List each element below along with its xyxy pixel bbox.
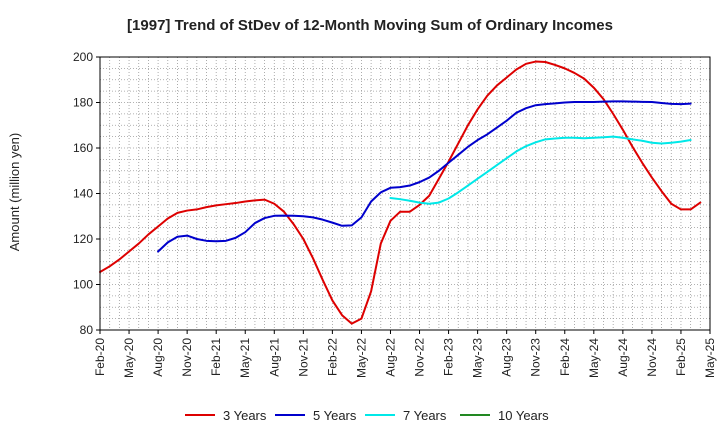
y-tick-label: 200 [73, 50, 93, 64]
series-line-7-years [389, 135, 692, 205]
x-axis: Feb-20 May-20 Aug-20 Nov-20 Feb-21 May-21 Aug-… [93, 330, 717, 378]
x-tick-label: May-21 [238, 338, 252, 378]
x-tick-label: Nov-22 [413, 338, 427, 377]
x-tick-label: Feb-23 [442, 338, 456, 376]
legend-label-5-years: 5 Years [313, 408, 357, 423]
x-tick-label: Aug-20 [151, 338, 165, 377]
x-tick-label: Nov-20 [180, 338, 194, 377]
series-layer [99, 60, 702, 325]
x-tick-label: May-25 [703, 338, 717, 378]
series-line-3-years [99, 60, 702, 325]
y-axis-label: Amount (million yen) [7, 133, 22, 252]
y-tick-label: 100 [73, 278, 93, 292]
plot-frame [99, 56, 711, 331]
x-tick-label: Feb-24 [558, 338, 572, 376]
legend-label-7-years: 7 Years [403, 408, 447, 423]
x-tick-label: Nov-24 [645, 338, 659, 377]
x-tick-label: Aug-22 [383, 338, 397, 377]
y-tick-label: 120 [73, 232, 93, 246]
legend: 3 Years 5 Years 7 Years 10 Years [185, 408, 549, 423]
x-tick-label: May-20 [122, 338, 136, 378]
x-tick-label: May-24 [587, 338, 601, 378]
legend-label-10-years: 10 Years [498, 408, 549, 423]
legend-label-3-years: 3 Years [223, 408, 267, 423]
x-tick-label: May-22 [354, 338, 368, 378]
x-tick-label: Feb-25 [674, 338, 688, 376]
x-tick-label: May-23 [471, 338, 485, 378]
y-tick-label: 140 [73, 187, 93, 201]
y-tick-label: 180 [73, 96, 93, 110]
chart-title: [1997] Trend of StDev of 12-Month Moving… [127, 17, 613, 34]
x-tick-label: Feb-21 [209, 338, 223, 376]
y-axis: 80 100 120 140 160 180 200 [73, 50, 100, 337]
series-line-5-years [157, 100, 692, 253]
x-tick-label: Feb-20 [93, 338, 107, 376]
x-tick-label: Aug-21 [267, 338, 281, 377]
x-tick-label: Feb-22 [325, 338, 339, 376]
x-tick-label: Nov-23 [529, 338, 543, 377]
x-tick-label: Aug-23 [500, 338, 514, 377]
x-tick-label: Aug-24 [616, 338, 630, 377]
grid [100, 57, 710, 330]
y-tick-label: 80 [80, 323, 94, 337]
x-tick-label: Nov-21 [296, 338, 310, 377]
y-tick-label: 160 [73, 141, 93, 155]
